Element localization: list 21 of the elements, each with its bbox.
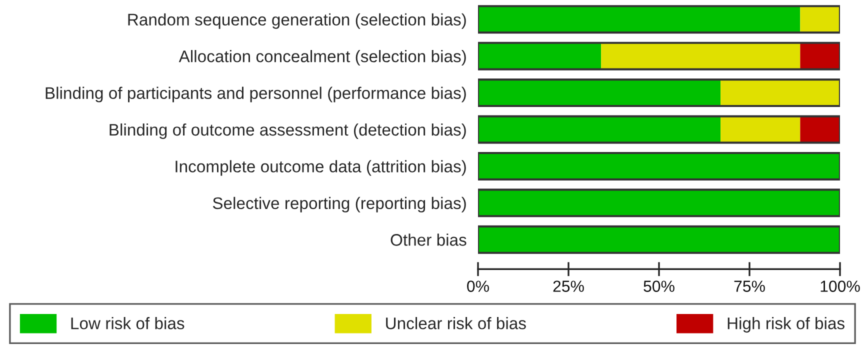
x-tick-label: 75% (734, 280, 765, 292)
y-tick-label: Random sequence generation (selection bias) (128, 13, 466, 29)
legend-label: Unclear risk of bias (386, 317, 526, 330)
legend-label: Low risk of bias (71, 317, 184, 330)
bar (601, 42, 800, 70)
y-tick-label: Other bias (390, 234, 466, 246)
x-tick-label: 0% (467, 280, 489, 292)
x-tick-label: 50% (644, 280, 674, 292)
y-tick-label: Selective reporting (reporting bias) (212, 196, 466, 212)
bar (478, 6, 800, 33)
bar (800, 6, 840, 33)
y-tick-label: Blinding of outcome assessment (detection bias) (110, 123, 466, 139)
bar (478, 116, 721, 143)
x-tick-label: 100% (820, 280, 860, 292)
y-tick-label: Incomplete outcome data (attrition bias) (176, 160, 466, 176)
y-tick-label: Blinding of participants and personnel (performance bias) (46, 86, 466, 102)
legend-label: High risk of bias (728, 317, 844, 333)
bar (478, 80, 721, 106)
bar (720, 80, 840, 106)
y-tick-label: Allocation concealment (selection bias) (178, 50, 466, 66)
x-tick-label: 25% (553, 280, 584, 292)
